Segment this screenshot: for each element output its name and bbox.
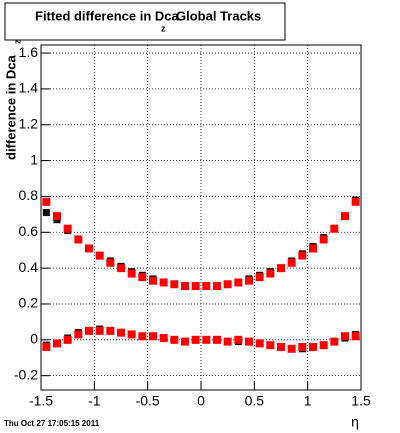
- marker: [138, 273, 147, 282]
- marker: [138, 332, 147, 341]
- marker: [170, 280, 179, 289]
- marker: [266, 269, 275, 278]
- marker: [149, 276, 157, 285]
- y-tick-label: 0.8: [19, 187, 39, 203]
- marker: [330, 337, 339, 346]
- marker: [213, 282, 221, 291]
- marker: [213, 335, 221, 344]
- marker: [319, 235, 328, 244]
- marker: [181, 282, 189, 291]
- x-tick-label: 1.5: [351, 393, 371, 409]
- marker: [330, 224, 339, 233]
- marker: [170, 335, 179, 344]
- marker: [127, 330, 136, 339]
- marker: [53, 339, 61, 348]
- x-tick-label: 0.5: [245, 393, 265, 409]
- marker: [298, 342, 307, 351]
- title-box: [4, 2, 286, 41]
- marker: [255, 273, 264, 282]
- marker: [63, 224, 72, 233]
- marker: [266, 341, 275, 350]
- y-tick-label: 0.4: [19, 259, 39, 275]
- marker: [319, 341, 328, 350]
- marker: [234, 278, 243, 287]
- marker: [191, 335, 200, 344]
- title-subscript: z: [161, 23, 166, 33]
- marker: [309, 244, 317, 253]
- marker: [117, 264, 125, 273]
- marker: [277, 342, 285, 351]
- marker: [245, 276, 253, 285]
- marker: [223, 280, 232, 289]
- x-tick-label: 1: [304, 393, 312, 409]
- timestamp: Thu Oct 27 17:05:15 2011: [4, 419, 100, 428]
- marker: [287, 258, 296, 267]
- y-tick-label: 1.4: [19, 80, 39, 96]
- marker: [53, 212, 61, 221]
- marker: [341, 332, 349, 341]
- marker: [117, 328, 125, 337]
- marker: [106, 258, 115, 267]
- chart-title: Fitted difference in Dca: [35, 8, 180, 23]
- marker: [42, 197, 51, 206]
- x-tick-label: -1: [88, 393, 101, 409]
- x-tick-label: 0: [197, 393, 205, 409]
- y-tick-label: 0.6: [19, 223, 39, 239]
- marker: [298, 251, 307, 260]
- marker: [351, 197, 360, 206]
- title-suffix: Global Tracks: [176, 8, 261, 23]
- marker: [223, 337, 232, 346]
- marker: [149, 332, 157, 341]
- marker: [74, 235, 83, 244]
- marker: [127, 269, 136, 278]
- marker: [277, 264, 285, 273]
- x-axis-label: η: [351, 414, 359, 430]
- marker: [106, 326, 115, 335]
- y-tick-label: -0.2: [14, 366, 38, 382]
- marker: [191, 282, 200, 291]
- marker: [287, 344, 296, 353]
- marker: [245, 337, 253, 346]
- marker: [159, 278, 168, 287]
- marker: [159, 334, 168, 343]
- marker: [309, 342, 317, 351]
- marker: [202, 335, 211, 344]
- y-tick-label: 1.2: [19, 115, 39, 131]
- marker: [42, 209, 50, 217]
- marker: [95, 326, 104, 335]
- marker: [95, 251, 104, 260]
- x-tick-label: -0.5: [136, 393, 160, 409]
- marker: [255, 339, 264, 348]
- marker: [85, 244, 93, 253]
- marker: [234, 335, 243, 344]
- marker: [202, 282, 211, 291]
- marker: [351, 332, 360, 341]
- y-tick-label: 0: [30, 331, 38, 347]
- marker: [42, 342, 51, 351]
- marker: [74, 330, 83, 339]
- y-label-subscript: z: [12, 39, 22, 44]
- marker: [341, 212, 349, 221]
- y-tick-label: 0.2: [19, 295, 39, 311]
- marker: [85, 326, 93, 335]
- marker: [63, 335, 72, 344]
- x-tick-label: -1.5: [29, 393, 53, 409]
- marker: [181, 337, 189, 346]
- y-tick-label: 1: [30, 151, 38, 167]
- y-axis-label: difference in Dca: [3, 54, 18, 160]
- y-tick-label: 1.6: [19, 44, 39, 60]
